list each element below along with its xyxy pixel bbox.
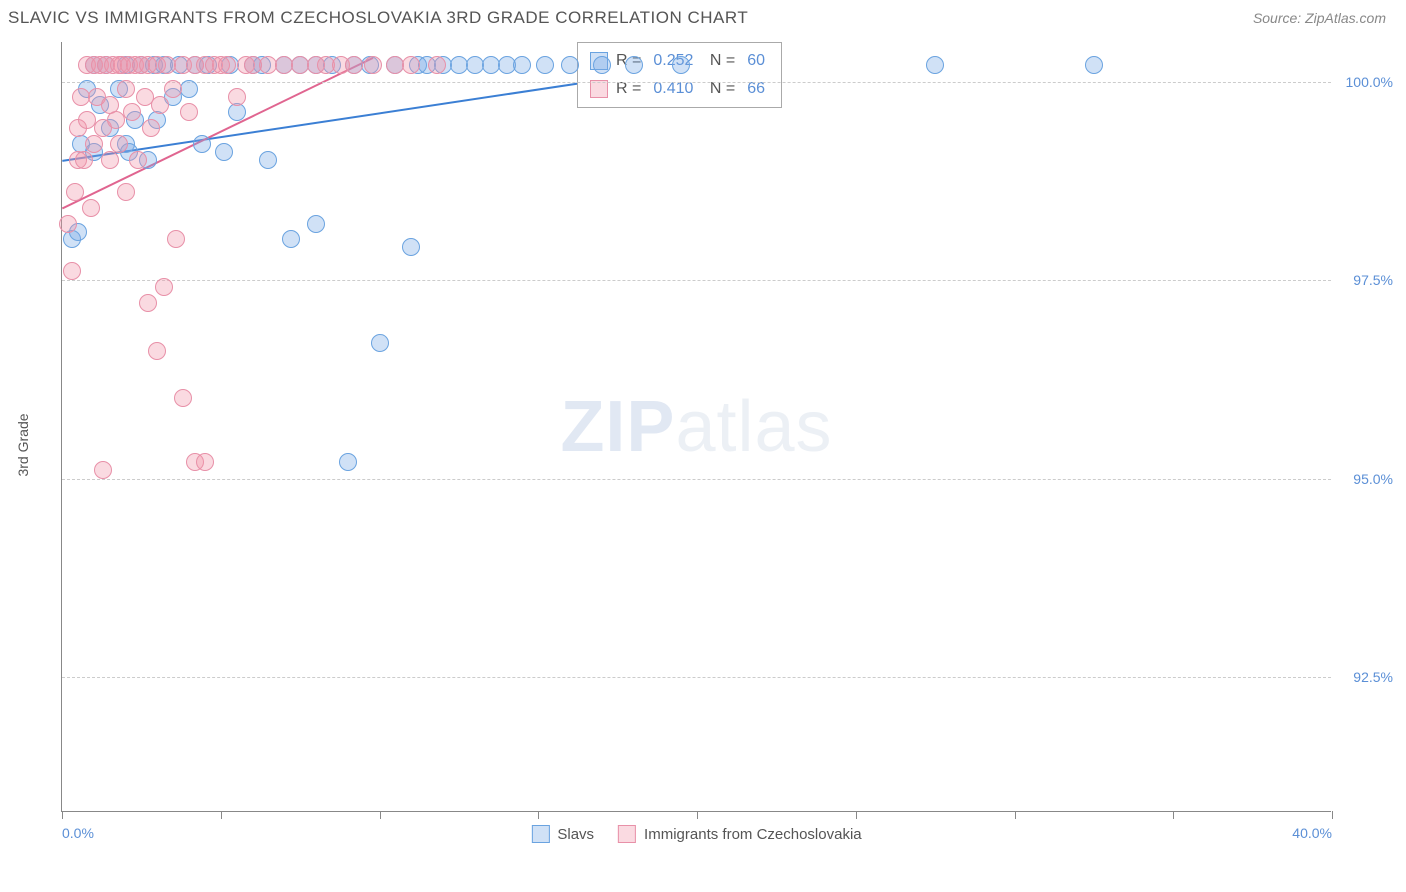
scatter-point — [282, 230, 300, 248]
watermark-bold: ZIP — [560, 387, 675, 467]
scatter-point — [371, 334, 389, 352]
x-tick — [380, 811, 381, 819]
chart-source: Source: ZipAtlas.com — [1253, 10, 1386, 26]
scatter-point — [101, 151, 119, 169]
scatter-point — [66, 183, 84, 201]
series-legend: Slavs Immigrants from Czechoslovakia — [531, 825, 861, 843]
legend-row: R = 0.410 N = 66 — [590, 75, 769, 103]
scatter-point — [1085, 56, 1103, 74]
y-axis-label: 3rd Grade — [15, 413, 31, 476]
series-legend-item: Immigrants from Czechoslovakia — [618, 825, 862, 843]
legend-n-label: N = — [705, 80, 735, 98]
y-tick-label: 100.0% — [1346, 74, 1393, 90]
gridline-h — [62, 479, 1331, 480]
scatter-point — [345, 56, 363, 74]
x-tick — [62, 811, 63, 819]
legend-n-value: 60 — [747, 52, 765, 70]
x-tick — [221, 811, 222, 819]
scatter-point — [85, 135, 103, 153]
scatter-point — [180, 103, 198, 121]
scatter-point — [218, 56, 236, 74]
scatter-point — [259, 151, 277, 169]
plot-area: ZIPatlas R =0.252 N =60R =0.410 N =66 Sl… — [61, 42, 1331, 812]
series-legend-label: Immigrants from Czechoslovakia — [644, 826, 862, 843]
scatter-point — [672, 56, 690, 74]
x-tick — [538, 811, 539, 819]
scatter-point — [94, 461, 112, 479]
scatter-point — [82, 199, 100, 217]
scatter-point — [402, 56, 420, 74]
scatter-point — [139, 294, 157, 312]
scatter-point — [513, 56, 531, 74]
y-tick-label: 97.5% — [1353, 272, 1393, 288]
series-legend-label: Slavs — [557, 826, 594, 843]
scatter-point — [117, 80, 135, 98]
x-tick — [1015, 811, 1016, 819]
scatter-point — [167, 230, 185, 248]
scatter-point — [428, 56, 446, 74]
chart-header: SLAVIC VS IMMIGRANTS FROM CZECHOSLOVAKIA… — [0, 0, 1406, 32]
scatter-point — [59, 215, 77, 233]
gridline-h — [62, 82, 1331, 83]
gridline-h — [62, 280, 1331, 281]
scatter-point — [117, 183, 135, 201]
scatter-point — [151, 96, 169, 114]
scatter-point — [307, 215, 325, 233]
scatter-point — [364, 56, 382, 74]
watermark: ZIPatlas — [560, 386, 832, 468]
scatter-point — [148, 342, 166, 360]
x-tick — [697, 811, 698, 819]
scatter-point — [164, 80, 182, 98]
scatter-point — [75, 151, 93, 169]
scatter-point — [926, 56, 944, 74]
scatter-point — [63, 262, 81, 280]
scatter-point — [123, 103, 141, 121]
scatter-point — [536, 56, 554, 74]
legend-swatch — [531, 825, 549, 843]
chart-title: SLAVIC VS IMMIGRANTS FROM CZECHOSLOVAKIA… — [8, 8, 748, 28]
scatter-point — [561, 56, 579, 74]
legend-n-label: N = — [705, 52, 735, 70]
scatter-point — [339, 453, 357, 471]
scatter-point — [593, 56, 611, 74]
scatter-point — [142, 119, 160, 137]
legend-swatch — [590, 80, 608, 98]
scatter-point — [228, 103, 246, 121]
x-tick — [1332, 811, 1333, 819]
scatter-point — [625, 56, 643, 74]
scatter-point — [193, 135, 211, 153]
legend-r-label: R = — [616, 80, 641, 98]
y-tick-label: 95.0% — [1353, 471, 1393, 487]
legend-swatch — [618, 825, 636, 843]
scatter-point — [180, 80, 198, 98]
watermark-rest: atlas — [675, 387, 832, 467]
scatter-point — [228, 88, 246, 106]
trend-lines — [62, 42, 1331, 811]
scatter-point — [155, 278, 173, 296]
scatter-point — [402, 238, 420, 256]
chart-container: 3rd Grade ZIPatlas R =0.252 N =60R =0.41… — [13, 32, 1393, 842]
legend-n-value: 66 — [747, 80, 765, 98]
series-legend-item: Slavs — [531, 825, 594, 843]
legend-r-value: 0.410 — [653, 80, 693, 98]
x-tick-label: 40.0% — [1292, 825, 1332, 841]
scatter-point — [129, 151, 147, 169]
scatter-point — [110, 135, 128, 153]
correlation-legend: R =0.252 N =60R =0.410 N =66 — [577, 42, 782, 108]
scatter-point — [215, 143, 233, 161]
x-tick — [1173, 811, 1174, 819]
x-tick-label: 0.0% — [62, 825, 94, 841]
scatter-point — [174, 389, 192, 407]
x-tick — [856, 811, 857, 819]
gridline-h — [62, 677, 1331, 678]
y-tick-label: 92.5% — [1353, 669, 1393, 685]
scatter-point — [196, 453, 214, 471]
